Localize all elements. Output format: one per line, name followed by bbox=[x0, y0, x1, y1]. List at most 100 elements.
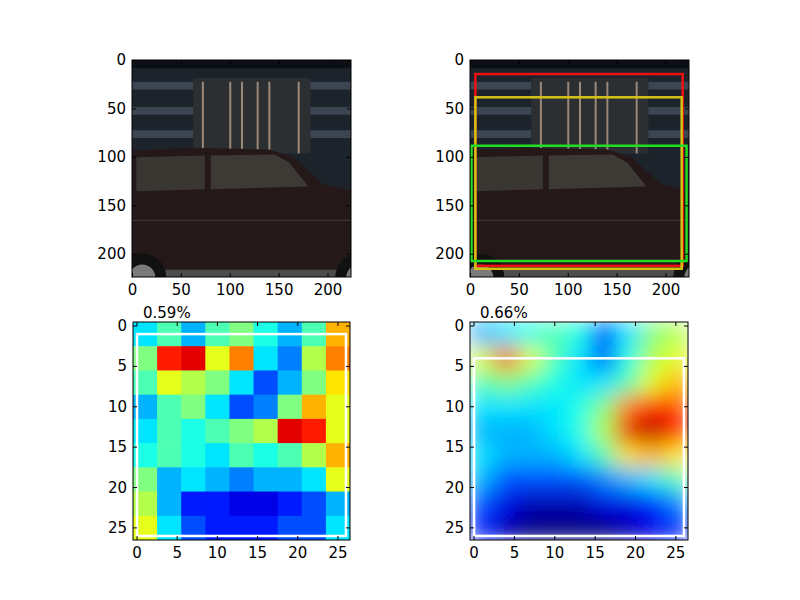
photo-car-window bbox=[211, 154, 309, 189]
y-tick-label: 15 bbox=[108, 438, 127, 456]
bounding-box bbox=[475, 74, 682, 266]
heatmap-cell bbox=[181, 443, 206, 468]
heatmap-cell bbox=[205, 443, 230, 468]
y-tick bbox=[347, 108, 351, 109]
heatmap-cell bbox=[615, 419, 640, 444]
axes-frame bbox=[132, 60, 351, 277]
y-tick-label: 0 bbox=[454, 317, 464, 335]
y-tick bbox=[685, 205, 689, 206]
y-tick bbox=[470, 326, 474, 327]
plot-area bbox=[470, 60, 689, 277]
x-tick bbox=[617, 273, 618, 277]
x-tick bbox=[297, 322, 298, 326]
heatmap-cell bbox=[157, 443, 182, 468]
x-tick bbox=[137, 536, 138, 540]
x-tick bbox=[177, 322, 178, 326]
x-tick bbox=[257, 322, 258, 326]
y-tick-label: 20 bbox=[445, 479, 464, 497]
y-tick bbox=[685, 157, 689, 158]
heatmap-cell bbox=[615, 322, 640, 347]
y-tick bbox=[132, 108, 136, 109]
figure-background bbox=[0, 0, 800, 600]
y-tick-label: 100 bbox=[435, 148, 464, 166]
x-tick bbox=[337, 322, 338, 326]
y-tick bbox=[684, 326, 688, 327]
y-tick bbox=[346, 406, 350, 407]
x-tick bbox=[595, 322, 596, 326]
plot-area bbox=[470, 322, 688, 540]
x-tick-label: 0 bbox=[128, 281, 138, 299]
y-tick bbox=[684, 527, 688, 528]
heatmap-cell bbox=[278, 395, 303, 420]
heatmap-cell bbox=[205, 370, 230, 395]
heatmap-cell bbox=[543, 419, 568, 444]
y-tick-label: 10 bbox=[108, 398, 127, 416]
heatmap-cell bbox=[615, 467, 640, 492]
photo-car-window bbox=[549, 154, 647, 189]
y-tick-label: 200 bbox=[97, 245, 126, 263]
photo-door-bar bbox=[579, 82, 581, 154]
heatmap-cell bbox=[229, 395, 254, 420]
x-tick-label: 5 bbox=[172, 544, 182, 562]
x-tick bbox=[514, 322, 515, 326]
bounding-box bbox=[137, 334, 346, 536]
panel: 051015202505101520250.66% bbox=[445, 304, 689, 562]
heatmap-cell bbox=[567, 443, 592, 468]
heatmap-cell bbox=[640, 395, 665, 420]
y-tick-label: 20 bbox=[108, 479, 127, 497]
y-tick bbox=[133, 366, 137, 367]
x-tick bbox=[470, 273, 471, 277]
heatmap-cell bbox=[157, 395, 182, 420]
heatmap-cell bbox=[254, 419, 279, 444]
photo-facade bbox=[132, 60, 351, 68]
y-tick bbox=[132, 157, 136, 158]
x-tick-label: 25 bbox=[328, 544, 347, 562]
heatmap-cell bbox=[518, 467, 543, 492]
photo-wheel bbox=[132, 253, 166, 277]
y-tick-label: 5 bbox=[117, 357, 127, 375]
heatmap-cell bbox=[567, 419, 592, 444]
photo-car-body bbox=[470, 148, 689, 270]
heatmap-cell bbox=[302, 443, 327, 468]
panel-title: 0.66% bbox=[480, 304, 528, 322]
x-tick-label: 20 bbox=[626, 544, 645, 562]
panel: 050100150200050100150200 bbox=[435, 51, 721, 301]
y-tick-label: 15 bbox=[445, 438, 464, 456]
y-tick bbox=[685, 108, 689, 109]
y-tick bbox=[346, 366, 350, 367]
y-tick-label: 0 bbox=[117, 317, 127, 335]
photo-car-window bbox=[136, 155, 204, 191]
y-tick bbox=[470, 527, 474, 528]
bounding-box bbox=[475, 97, 681, 268]
x-tick-label: 20 bbox=[288, 544, 307, 562]
heatmap-cell bbox=[157, 346, 182, 371]
heatmap-cell bbox=[591, 370, 616, 395]
heatmap-cell bbox=[591, 395, 616, 420]
x-tick bbox=[635, 536, 636, 540]
x-tick-label: 50 bbox=[510, 281, 529, 299]
x-tick bbox=[514, 536, 515, 540]
y-tick bbox=[347, 157, 351, 158]
bounding-box bbox=[471, 146, 686, 261]
photo-door-bar bbox=[540, 82, 542, 154]
heatmap-cell bbox=[302, 492, 327, 517]
heatmap-cell bbox=[181, 419, 206, 444]
x-tick bbox=[568, 60, 569, 64]
x-tick bbox=[666, 60, 667, 64]
y-tick bbox=[133, 447, 137, 448]
x-tick bbox=[337, 536, 338, 540]
x-tick-label: 0 bbox=[466, 281, 476, 299]
heatmap-cell bbox=[494, 419, 519, 444]
y-tick-label: 0 bbox=[454, 51, 464, 69]
x-tick bbox=[230, 273, 231, 277]
axes-frame bbox=[470, 60, 689, 277]
x-tick-label: 100 bbox=[216, 281, 245, 299]
bounding-box bbox=[474, 358, 684, 536]
x-tick-label: 0 bbox=[132, 544, 142, 562]
heatmap-cell bbox=[615, 370, 640, 395]
x-tick bbox=[519, 273, 520, 277]
x-tick-label: 25 bbox=[666, 544, 685, 562]
photo-car-line bbox=[132, 220, 351, 221]
y-tick bbox=[470, 406, 474, 407]
plot-area bbox=[132, 60, 351, 277]
